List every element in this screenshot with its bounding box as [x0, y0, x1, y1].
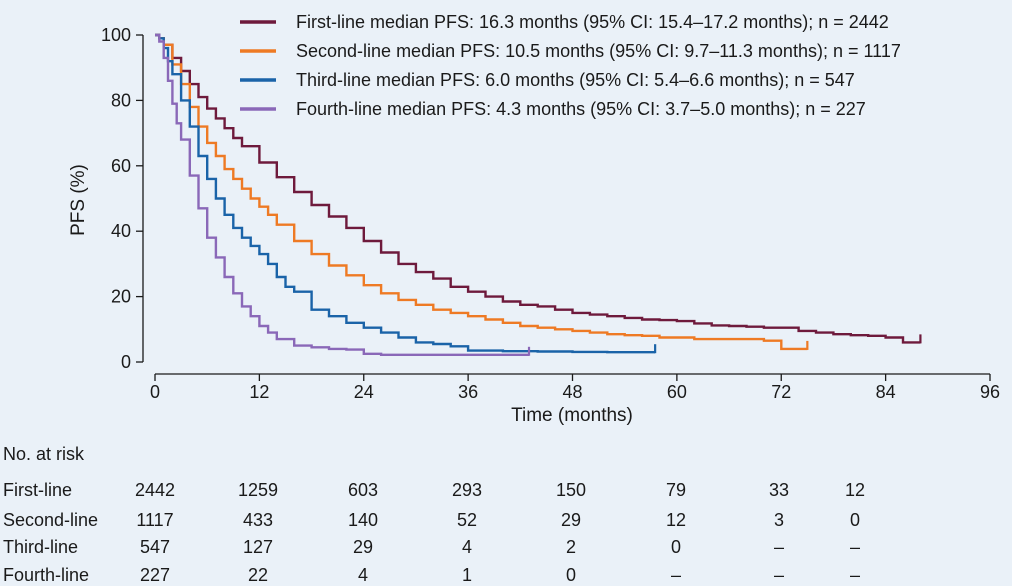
x-tick-label: 24 [354, 382, 374, 402]
y-axis-title: PFS (%) [68, 164, 89, 236]
risk-cell: – [774, 565, 784, 585]
y-tick-label: 0 [121, 352, 131, 372]
legend-label-2: Second-line median PFS: 10.5 months (95%… [296, 41, 901, 61]
risk-cell: 2 [566, 537, 576, 557]
x-ticks: 0 12 24 36 48 60 72 84 96 [150, 374, 1000, 402]
risk-cell: 22 [248, 565, 268, 585]
risk-cell: 140 [348, 510, 378, 530]
survival-curves [155, 33, 922, 356]
risk-cell: 4 [358, 565, 368, 585]
x-tick-label: 48 [562, 382, 582, 402]
risk-cell: – [850, 537, 860, 557]
risk-table: No. at risk First-line 2442 1259 603 293 150 7… [3, 444, 865, 585]
risk-cell: 0 [566, 565, 576, 585]
risk-cell: 1117 [136, 510, 173, 530]
y-tick-label: 60 [111, 156, 131, 176]
legend-label-4: Fourth-line median PFS: 4.3 months (95% … [296, 99, 866, 119]
risk-cell: 433 [243, 510, 273, 530]
risk-cell: – [850, 565, 860, 585]
risk-cell: 547 [140, 537, 170, 557]
risk-cell: 33 [769, 480, 789, 500]
x-axis-title: Time (months) [511, 405, 633, 426]
risk-cell: – [774, 537, 784, 557]
risk-cell: 12 [845, 480, 865, 500]
y-tick-label: 100 [101, 25, 131, 45]
risk-cell: 79 [666, 480, 686, 500]
risk-cell: 3 [774, 510, 784, 530]
risk-cell: 4 [462, 537, 472, 557]
risk-cell: 150 [556, 480, 586, 500]
risk-row-label: First-line [3, 480, 72, 500]
x-tick-label: 36 [458, 382, 478, 402]
risk-table-title: No. at risk [3, 444, 85, 464]
axes: 0 20 40 60 80 100 0 12 24 36 48 60 72 84 96 Time (mon… [68, 25, 1000, 426]
legend-label-3: Third-line median PFS: 6.0 months (95% C… [296, 70, 855, 90]
risk-row-label: Second-line [3, 510, 98, 530]
legend-label-1: First-line median PFS: 16.3 months (95% … [296, 12, 889, 32]
risk-cell: 12 [666, 510, 686, 530]
risk-cell: – [671, 565, 681, 585]
x-tick-label: 0 [150, 382, 160, 402]
risk-cell: 293 [452, 480, 482, 500]
y-tick-label: 40 [111, 221, 131, 241]
y-tick-label: 20 [111, 287, 131, 307]
x-tick-label: 84 [876, 382, 896, 402]
y-ticks: 0 20 40 60 80 100 [101, 25, 143, 372]
x-tick-label: 72 [771, 382, 791, 402]
risk-cell: 227 [140, 565, 170, 585]
risk-cell: 1 [462, 565, 472, 585]
risk-cell: 2442 [135, 480, 175, 500]
curve-line-1 [155, 33, 921, 344]
curve-line-2 [155, 33, 808, 351]
risk-cell: 603 [348, 480, 378, 500]
curve-line-4 [155, 33, 529, 356]
x-tick-label: 60 [667, 382, 687, 402]
risk-cell: 127 [243, 537, 273, 557]
risk-cell: 1259 [238, 480, 278, 500]
legend: First-line median PFS: 16.3 months (95% … [240, 12, 901, 119]
risk-cell: 52 [457, 510, 477, 530]
x-tick-label: 96 [980, 382, 1000, 402]
curve-line-3 [155, 33, 656, 354]
risk-cell: 0 [671, 537, 681, 557]
risk-cell: 0 [850, 510, 860, 530]
x-tick-label: 12 [249, 382, 269, 402]
risk-cell: 29 [353, 537, 373, 557]
risk-cell: 29 [561, 510, 581, 530]
risk-row-label: Fourth-line [3, 565, 89, 585]
y-tick-label: 80 [111, 90, 131, 110]
risk-row-label: Third-line [3, 537, 78, 557]
